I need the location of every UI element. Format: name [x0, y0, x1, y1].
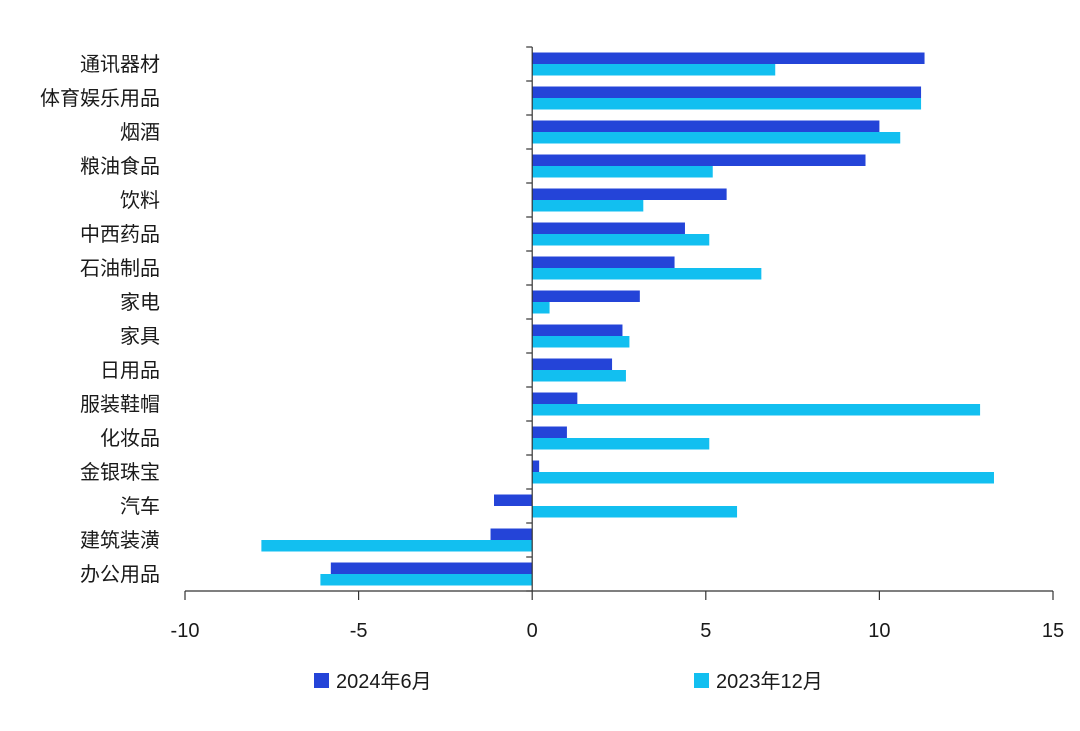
bar-series2: [532, 64, 776, 76]
legend-label: 2023年12月: [716, 670, 823, 693]
category-label: 体育娱乐用品: [40, 86, 160, 110]
x-tick-label: 5: [700, 620, 711, 642]
bar-series1: [532, 426, 567, 438]
bar-series1: [532, 324, 623, 336]
legend: 2024年6月 2023年12月: [314, 670, 823, 693]
x-tick-label: 10: [868, 620, 890, 642]
bar-series1: [490, 528, 533, 540]
bar-series1: [532, 222, 685, 234]
category-label: 饮料: [120, 188, 160, 212]
bar-series2: [532, 98, 922, 110]
category-label: 家电: [120, 290, 160, 314]
x-tick-label: -10: [171, 620, 200, 642]
bar-series1: [532, 358, 613, 370]
bars-layer: [261, 52, 994, 586]
category-label: 粮油食品: [80, 154, 160, 178]
bar-series2: [532, 234, 710, 246]
bar-series2: [261, 540, 533, 552]
category-labels: 通讯器材体育娱乐用品烟酒粮油食品饮料中西药品石油制品家电家具日用品服装鞋帽化妆品…: [40, 52, 160, 586]
bar-series1: [532, 460, 540, 472]
category-label: 通讯器材: [80, 52, 160, 76]
bar-series2: [532, 370, 626, 382]
category-label: 汽车: [120, 494, 160, 518]
axes-layer: [184, 46, 1054, 600]
category-label: 化妆品: [100, 426, 160, 450]
category-label: 烟酒: [120, 120, 160, 144]
bar-series2: [532, 404, 981, 416]
x-tick-label: 0: [527, 620, 538, 642]
bar-series2: [532, 200, 644, 212]
bar-series1: [532, 188, 727, 200]
bar-series2: [532, 132, 901, 144]
bar-series1: [494, 494, 533, 506]
bar-series2: [532, 268, 762, 280]
bar-series1: [532, 290, 640, 302]
bar-series2: [320, 574, 533, 586]
bar-series2: [532, 472, 994, 484]
category-label: 建筑装潢: [80, 528, 160, 552]
category-label: 中西药品: [80, 222, 160, 246]
bar-series1: [330, 562, 533, 574]
bar-series1: [532, 154, 866, 166]
category-label: 家具: [120, 324, 160, 348]
bar-series1: [532, 392, 578, 404]
category-label: 日用品: [100, 358, 160, 382]
legend-swatch: [314, 673, 329, 688]
x-tick-label: -5: [350, 620, 368, 642]
bar-series2: [532, 166, 713, 178]
bar-series2: [532, 438, 710, 450]
legend-label: 2024年6月: [336, 670, 432, 693]
x-tick-labels: -10 -5 0 5 10 15: [171, 620, 1065, 642]
x-tick-label: 15: [1042, 620, 1064, 642]
bar-series1: [532, 120, 880, 132]
category-label: 石油制品: [80, 256, 160, 280]
bar-series2: [532, 336, 630, 348]
category-label: 服装鞋帽: [80, 392, 160, 416]
bar-series2: [532, 302, 550, 314]
legend-swatch: [694, 673, 709, 688]
bar-series1: [532, 86, 922, 98]
category-label: 金银珠宝: [80, 460, 160, 484]
category-label: 办公用品: [80, 562, 160, 586]
bar-series1: [532, 256, 675, 268]
bar-series1: [532, 52, 925, 64]
bar-series2: [532, 506, 738, 518]
